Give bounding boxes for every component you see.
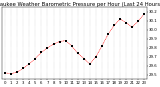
Point <box>107 34 109 35</box>
Point <box>34 58 37 59</box>
Point <box>28 63 31 65</box>
Point <box>137 20 140 22</box>
Point <box>10 73 12 74</box>
Point <box>70 45 73 47</box>
Point <box>101 45 103 47</box>
Point <box>16 71 19 73</box>
Point <box>125 22 128 23</box>
Point <box>95 56 97 57</box>
Point <box>46 47 49 48</box>
Point <box>52 44 55 45</box>
Point <box>119 18 121 20</box>
Point <box>113 25 115 26</box>
Point <box>76 52 79 54</box>
Point <box>58 41 61 42</box>
Point <box>143 13 146 14</box>
Title: Milwaukee Weather Barometric Pressure per Hour (Last 24 Hours): Milwaukee Weather Barometric Pressure pe… <box>0 2 160 7</box>
Point <box>22 68 24 69</box>
Point <box>40 52 43 53</box>
Point <box>4 72 6 74</box>
Point <box>83 58 85 59</box>
Point <box>64 40 67 41</box>
Point <box>131 26 133 28</box>
Point <box>89 63 91 65</box>
